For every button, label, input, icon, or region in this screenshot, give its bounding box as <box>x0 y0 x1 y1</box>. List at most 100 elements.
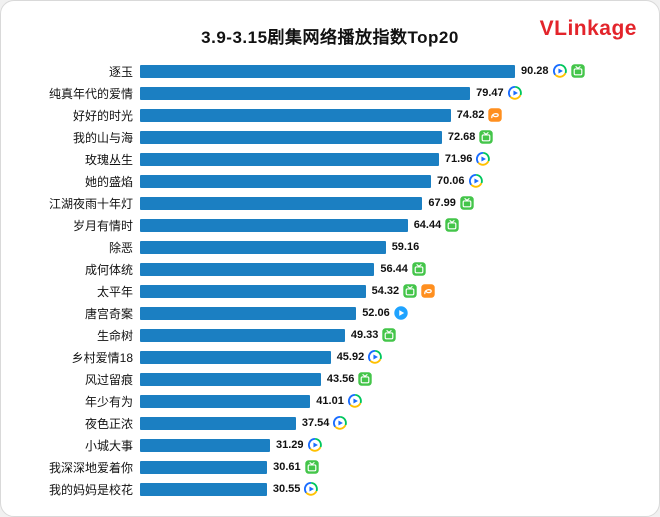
bar-track: 56.44 <box>140 262 659 276</box>
chart-row: 夜色正浓 37.54 <box>1 412 659 434</box>
bar-value: 71.96 <box>444 153 473 165</box>
chart-row: 年少有为 41.01 <box>1 390 659 412</box>
iqiyi-icon <box>358 372 373 386</box>
tencent-video-icon <box>368 350 383 364</box>
chart-row: 江湖夜雨十年灯 67.99 <box>1 192 659 214</box>
bar <box>140 306 357 320</box>
bar <box>140 460 268 474</box>
bar <box>140 240 386 254</box>
bar-label: 逐玉 <box>108 64 133 79</box>
bar-label: 江湖夜雨十年灯 <box>48 196 133 211</box>
chart-row: 好好的时光 74.82 <box>1 104 659 126</box>
bar-track: 67.99 <box>140 196 659 210</box>
bar-label: 唐宫奇案 <box>84 306 133 321</box>
bar-value: 30.61 <box>273 461 301 473</box>
bar-value: 31.29 <box>276 439 304 451</box>
chart-row: 唐宫奇案 52.06 <box>1 302 659 324</box>
bar-value: 43.56 <box>326 373 355 385</box>
bar-label: 太平年 <box>96 284 133 299</box>
bar-track: 59.16 <box>140 240 659 254</box>
bar-value: 54.32 <box>371 285 400 297</box>
chart-row: 她的盛焰 70.06 <box>1 170 659 192</box>
bar <box>140 64 515 78</box>
chart-row: 除恶 59.16 <box>1 236 659 258</box>
chart-row: 生命树 49.33 <box>1 324 659 346</box>
bar-label: 玫瑰丛生 <box>84 152 133 167</box>
chart-title: 3.9-3.15剧集网络播放指数Top20 <box>201 28 459 47</box>
bar <box>140 130 442 144</box>
bar-value: 52.06 <box>362 307 390 319</box>
bar-track: 54.32 <box>140 284 659 298</box>
youku-icon <box>394 306 408 320</box>
iqiyi-icon <box>570 64 585 78</box>
bar-label: 我的山与海 <box>72 130 133 145</box>
vlinkage-logo: VLinkage <box>540 17 637 41</box>
chart-row: 我的山与海 72.68 <box>1 126 659 148</box>
tencent-video-icon <box>304 482 319 496</box>
bar-track: 43.56 <box>140 372 659 386</box>
bar-value: 41.01 <box>316 395 344 407</box>
mgtv-icon <box>421 284 435 298</box>
bar <box>140 328 345 342</box>
bar <box>140 218 408 232</box>
bar <box>140 86 471 100</box>
bar <box>140 174 431 188</box>
chart-row: 我深深地爱着你 30.61 <box>1 456 659 478</box>
iqiyi-icon <box>304 460 319 474</box>
tencent-video-icon <box>468 174 483 188</box>
bar <box>140 108 451 122</box>
tencent-video-icon <box>507 86 522 100</box>
bar-value: 72.68 <box>447 131 476 143</box>
chart-row: 乡村爱情18 45.92 <box>1 346 659 368</box>
iqiyi-icon <box>445 218 459 232</box>
bar-label: 小城大事 <box>84 438 133 453</box>
vlinkage-logo-text: VLinkage <box>539 17 637 40</box>
bar-value: 59.16 <box>391 241 420 253</box>
bar-label: 好好的时光 <box>72 108 133 123</box>
bar-track: 71.96 <box>140 152 659 166</box>
chart-row: 玫瑰丛生 71.96 <box>1 148 659 170</box>
bar-track: 30.61 <box>140 460 659 474</box>
bar-label: 她的盛焰 <box>84 174 133 189</box>
bar-track: 79.47 <box>140 86 659 100</box>
bar-label: 岁月有情时 <box>72 218 133 233</box>
bar-track: 52.06 <box>140 306 659 320</box>
bar-label: 乡村爱情18 <box>71 350 133 365</box>
bar-value: 74.82 <box>456 109 485 121</box>
bar <box>140 438 270 452</box>
bar-value: 45.92 <box>336 351 365 363</box>
bar <box>140 284 366 298</box>
bar-label: 年少有为 <box>84 394 133 409</box>
chart-row: 太平年 54.32 <box>1 280 659 302</box>
bar-track: 49.33 <box>140 328 659 342</box>
bar-label: 我深深地爱着你 <box>48 460 133 475</box>
bar-value: 64.44 <box>413 219 442 231</box>
bar-label: 夜色正浓 <box>84 416 133 431</box>
bar-value: 37.54 <box>301 417 330 429</box>
bar-label: 纯真年代的爱情 <box>48 86 133 101</box>
bar <box>140 416 296 430</box>
chart-row: 岁月有情时 64.44 <box>1 214 659 236</box>
iqiyi-icon <box>403 284 417 298</box>
bar-label: 风过留痕 <box>84 372 133 387</box>
bar <box>140 482 267 496</box>
bar-value: 30.55 <box>272 483 301 495</box>
bar-value: 79.47 <box>476 87 504 99</box>
bar-value: 49.33 <box>350 329 379 341</box>
chart-row: 我的妈妈是校花 30.55 <box>1 478 659 500</box>
bar-label: 生命树 <box>96 328 133 343</box>
iqiyi-icon <box>460 196 474 210</box>
chart-row: 逐玉 90.28 <box>1 60 659 82</box>
tencent-video-icon <box>307 438 322 452</box>
bar <box>140 152 439 166</box>
bar <box>140 372 321 386</box>
bar-track: 37.54 <box>140 416 659 430</box>
chart-row: 成何体统 56.44 <box>1 258 659 280</box>
bar-value: 70.06 <box>437 175 465 187</box>
bar-value: 90.28 <box>521 65 549 77</box>
bar-label: 成何体统 <box>84 262 133 277</box>
bar-track: 74.82 <box>140 108 659 122</box>
bar-label: 我的妈妈是校花 <box>48 482 133 497</box>
iqiyi-icon <box>479 130 494 144</box>
